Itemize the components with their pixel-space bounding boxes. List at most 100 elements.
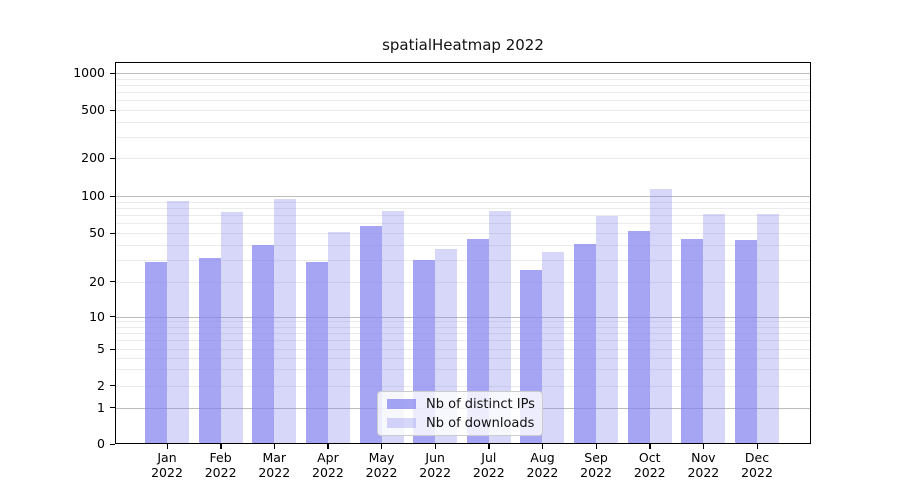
gridline-minor [115, 281, 811, 283]
gridline-minor [115, 233, 811, 234]
bar-downloads-nov [703, 213, 726, 444]
bar-downloads-dec [757, 214, 779, 444]
y-tick-mark [110, 385, 115, 387]
gridline-minor [115, 349, 811, 350]
gridline-minor [115, 326, 811, 328]
gridline-major [115, 196, 811, 197]
y-tick-label: 100 [81, 188, 105, 203]
x-tick-mark [488, 444, 490, 449]
gridline-minor [115, 78, 811, 80]
gridline-minor [115, 207, 811, 209]
bar-downloads-aug [542, 251, 565, 444]
gridline-minor [115, 223, 811, 225]
gridline-minor [115, 244, 811, 246]
y-tick-mark [110, 316, 115, 318]
bar-distinct-ips-mar [252, 244, 275, 444]
chart-title: spatialHeatmap 2022 [382, 36, 544, 54]
x-tick-mark [273, 444, 276, 449]
bar-distinct-ips-jan [145, 261, 167, 444]
gridline-minor [115, 369, 811, 371]
y-tick-mark [110, 407, 115, 409]
y-tick-mark [110, 348, 115, 350]
x-tick-mark [649, 444, 651, 449]
bar-downloads-mar [274, 198, 297, 444]
y-tick-label: 20 [89, 273, 105, 289]
x-tick-label: Feb 2022 [204, 450, 237, 480]
bar-downloads-sep [596, 215, 619, 444]
x-tick-label: Mar 2022 [258, 450, 291, 480]
y-tick-label: 1 [97, 399, 105, 415]
bar-downloads-feb [220, 212, 243, 444]
x-tick-mark [327, 444, 329, 449]
y-tick-mark [110, 109, 115, 111]
y-tick-mark [110, 232, 115, 234]
x-tick-label: Jun 2022 [419, 450, 452, 480]
x-tick-label: Nov 2022 [687, 450, 720, 480]
y-tick-label: 500 [81, 102, 105, 117]
y-tick-mark [110, 157, 115, 159]
bar-downloads-oct [649, 188, 672, 444]
y-tick-mark [110, 195, 115, 197]
gridline-minor [115, 215, 811, 217]
bar-distinct-ips-feb [198, 258, 221, 444]
x-tick-label: Sep 2022 [580, 450, 612, 480]
y-tick-label: 10 [89, 308, 105, 324]
x-tick-mark [434, 444, 437, 449]
x-tick-mark [756, 444, 758, 449]
legend-label-distinct-ips: Nb of distinct IPs [426, 396, 535, 412]
bar-downloads-jul [488, 211, 511, 444]
bar-distinct-ips-may [359, 226, 382, 444]
x-tick-label: Dec 2022 [741, 450, 773, 480]
gridline-minor [115, 110, 811, 111]
y-tick-label: 2 [97, 377, 105, 393]
y-tick-mark [110, 281, 115, 283]
bar-distinct-ips-sep [574, 243, 597, 444]
x-tick-mark [595, 444, 597, 449]
x-tick-label: Jan 2022 [151, 450, 183, 480]
x-tick-mark [541, 444, 544, 449]
bar-distinct-ips-apr [305, 261, 328, 444]
legend-item-distinct-ips: Nb of distinct IPs [387, 396, 535, 412]
y-tick-label: 200 [81, 150, 105, 165]
gridline-minor [115, 100, 811, 102]
x-tick-label: Apr 2022 [312, 450, 344, 480]
bar-distinct-ips-dec [735, 239, 757, 444]
y-tick-mark [110, 72, 115, 74]
x-tick-label: Aug 2022 [526, 450, 559, 480]
x-tick-label: May 2022 [365, 450, 398, 480]
gridline-minor [115, 321, 811, 323]
legend-label-downloads: Nb of downloads [426, 415, 535, 431]
bar-distinct-ips-oct [627, 230, 650, 444]
legend-swatch-downloads [387, 418, 416, 428]
gridline-major [115, 316, 811, 318]
gridline-minor [115, 136, 811, 138]
legend-item-downloads: Nb of downloads [387, 415, 535, 431]
gridline-major [115, 73, 811, 74]
gridline-minor [115, 333, 811, 335]
bar-downloads-jan [167, 201, 189, 444]
y-tick-label: 5 [97, 341, 105, 356]
legend-swatch-distinct-ips [387, 399, 416, 409]
gridline-minor [115, 260, 811, 262]
legend: Nb of distinct IPs Nb of downloads [377, 391, 543, 436]
gridline-minor [115, 92, 811, 94]
gridline-minor [115, 84, 811, 86]
x-tick-label: Oct 2022 [633, 450, 666, 480]
gridline-minor [115, 357, 811, 359]
x-tick-mark [166, 444, 168, 449]
bar-downloads-apr [327, 231, 350, 444]
y-tick-label: 0 [97, 436, 105, 451]
gridline-minor [115, 201, 811, 203]
gridline-minor [115, 340, 811, 342]
gridline-minor [115, 385, 811, 387]
x-tick-mark [220, 444, 222, 449]
x-tick-mark [702, 444, 705, 449]
x-tick-mark [381, 444, 383, 449]
y-tick-mark [110, 443, 115, 445]
bar-downloads-may [381, 210, 404, 444]
y-tick-label: 1000 [73, 65, 105, 80]
bar-distinct-ips-nov [681, 238, 704, 444]
y-tick-label: 50 [89, 225, 105, 240]
x-tick-label: Jul 2022 [472, 450, 505, 480]
